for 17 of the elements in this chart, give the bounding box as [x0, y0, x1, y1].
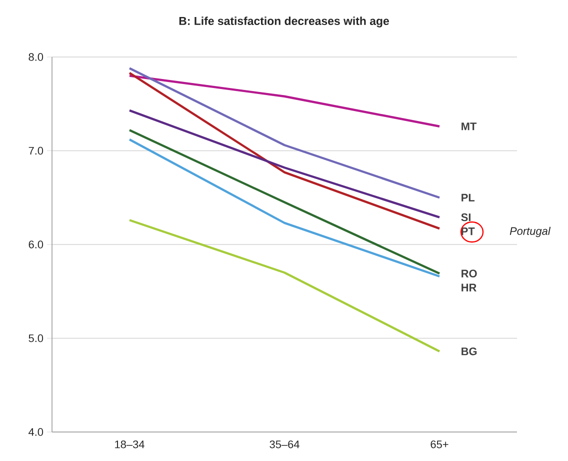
chart-title: B: Life satisfaction decreases with age: [179, 16, 389, 28]
y-tick-label: 4.0: [28, 428, 44, 436]
annotation: Portugal: [510, 226, 551, 238]
y-tick-label: 6.0: [28, 240, 44, 248]
series-label: SI: [461, 213, 470, 222]
text: RO: [462, 270, 477, 278]
text: BG: [462, 347, 477, 356]
text: MT: [462, 122, 477, 130]
text: HR: [462, 284, 476, 292]
x-tick-label: 18–34: [115, 440, 144, 448]
text: PL: [462, 194, 475, 202]
x-tick-label: 35–64: [270, 440, 300, 448]
y-tick-label: 8.0: [28, 53, 44, 61]
y-tick-label: 5.0: [28, 334, 44, 342]
x-tick-label: 65+: [430, 440, 448, 448]
text: PT: [462, 228, 475, 236]
y-tick-label: 7.0: [28, 146, 44, 155]
